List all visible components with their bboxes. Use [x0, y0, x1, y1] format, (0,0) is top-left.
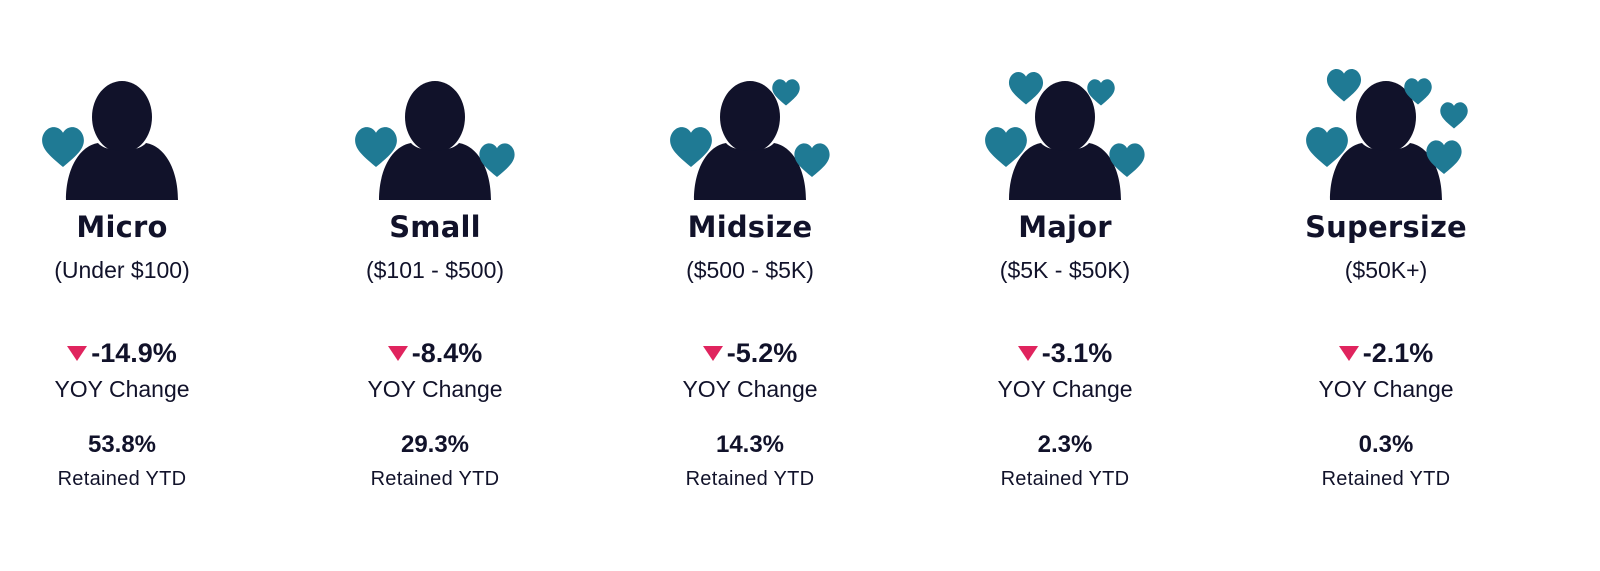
tier-range: ($500 - $5K) [686, 257, 814, 283]
yoy-change: -2.1% [1236, 336, 1536, 370]
retained-value: 53.8% [87, 431, 157, 458]
yoy-change-value: -14.9% [91, 338, 177, 368]
yoy-change-value: -8.4% [411, 338, 483, 368]
tier-name: Midsize [687, 210, 813, 244]
down-arrow-icon [67, 346, 88, 361]
retained-value: 14.3% [715, 431, 785, 458]
heart-icon [1404, 78, 1432, 105]
donor-hearts-icon [285, 40, 585, 210]
heart-icon [772, 79, 800, 106]
tier-midsize: Midsize ($500 - $5K) -5.2% YOY Change 14… [600, 0, 900, 571]
person-icon [694, 81, 806, 200]
heart-icon [670, 127, 712, 167]
donor-hearts-icon [915, 40, 1215, 210]
tier-name: Major [1018, 210, 1112, 244]
tier-major: Major ($5K - $50K) -3.1% YOY Change 2.3%… [915, 0, 1215, 571]
retained-value: 29.3% [400, 431, 470, 458]
yoy-change-label: YOY Change [54, 376, 190, 402]
yoy-change: -14.9% [0, 336, 272, 370]
tier-supersize: Supersize ($50K+) -2.1% YOY Change 0.3% … [1236, 0, 1536, 571]
down-arrow-icon [1017, 346, 1038, 361]
person-icon [66, 81, 178, 200]
yoy-change: -3.1% [915, 336, 1215, 370]
heart-icon [985, 127, 1027, 167]
heart-icon [355, 127, 397, 167]
donor-hearts-icon [0, 40, 272, 210]
down-arrow-icon [387, 346, 408, 361]
donor-hearts-icon [1236, 40, 1536, 210]
yoy-change: -5.2% [600, 336, 900, 370]
tier-micro: Micro (Under $100) -14.9% YOY Change 53.… [0, 0, 272, 571]
yoy-change-label: YOY Change [367, 376, 503, 402]
yoy-change-label: YOY Change [1318, 376, 1454, 402]
tier-name: Small [389, 210, 481, 244]
tier-range: ($50K+) [1344, 257, 1428, 283]
retained-label: Retained YTD [685, 468, 815, 490]
person-icon [1330, 81, 1442, 200]
retained-value: 0.3% [1358, 431, 1414, 458]
heart-icon [1326, 68, 1362, 102]
yoy-change-label: YOY Change [682, 376, 818, 402]
retained-label: Retained YTD [1321, 468, 1451, 490]
heart-icon [1426, 140, 1462, 174]
retained-label: Retained YTD [370, 468, 500, 490]
heart-icon [794, 143, 830, 177]
tier-name: Micro [76, 210, 168, 244]
heart-icon [1087, 79, 1115, 106]
yoy-change-value: -2.1% [1362, 338, 1434, 368]
tier-range: ($101 - $500) [365, 257, 505, 283]
down-arrow-icon [1338, 346, 1359, 361]
heart-icon [479, 143, 515, 177]
heart-icon [1109, 143, 1145, 177]
heart-icon [1306, 127, 1348, 167]
donor-hearts-icon [600, 40, 900, 210]
tier-name: Supersize [1305, 210, 1467, 244]
tier-range: ($5K - $50K) [999, 257, 1131, 283]
heart-icon [1440, 102, 1468, 129]
yoy-change-label: YOY Change [997, 376, 1133, 402]
tier-range: (Under $100) [54, 257, 190, 283]
down-arrow-icon [702, 346, 723, 361]
retained-value: 2.3% [1037, 431, 1093, 458]
person-icon [379, 81, 491, 200]
retained-label: Retained YTD [57, 468, 187, 490]
retained-label: Retained YTD [1000, 468, 1130, 490]
yoy-change: -8.4% [285, 336, 585, 370]
heart-icon [42, 127, 84, 167]
person-icon [1009, 81, 1121, 200]
tier-small: Small ($101 - $500) -8.4% YOY Change 29.… [285, 0, 585, 571]
yoy-change-value: -3.1% [1041, 338, 1113, 368]
heart-icon [1008, 71, 1044, 105]
yoy-change-value: -5.2% [726, 338, 798, 368]
